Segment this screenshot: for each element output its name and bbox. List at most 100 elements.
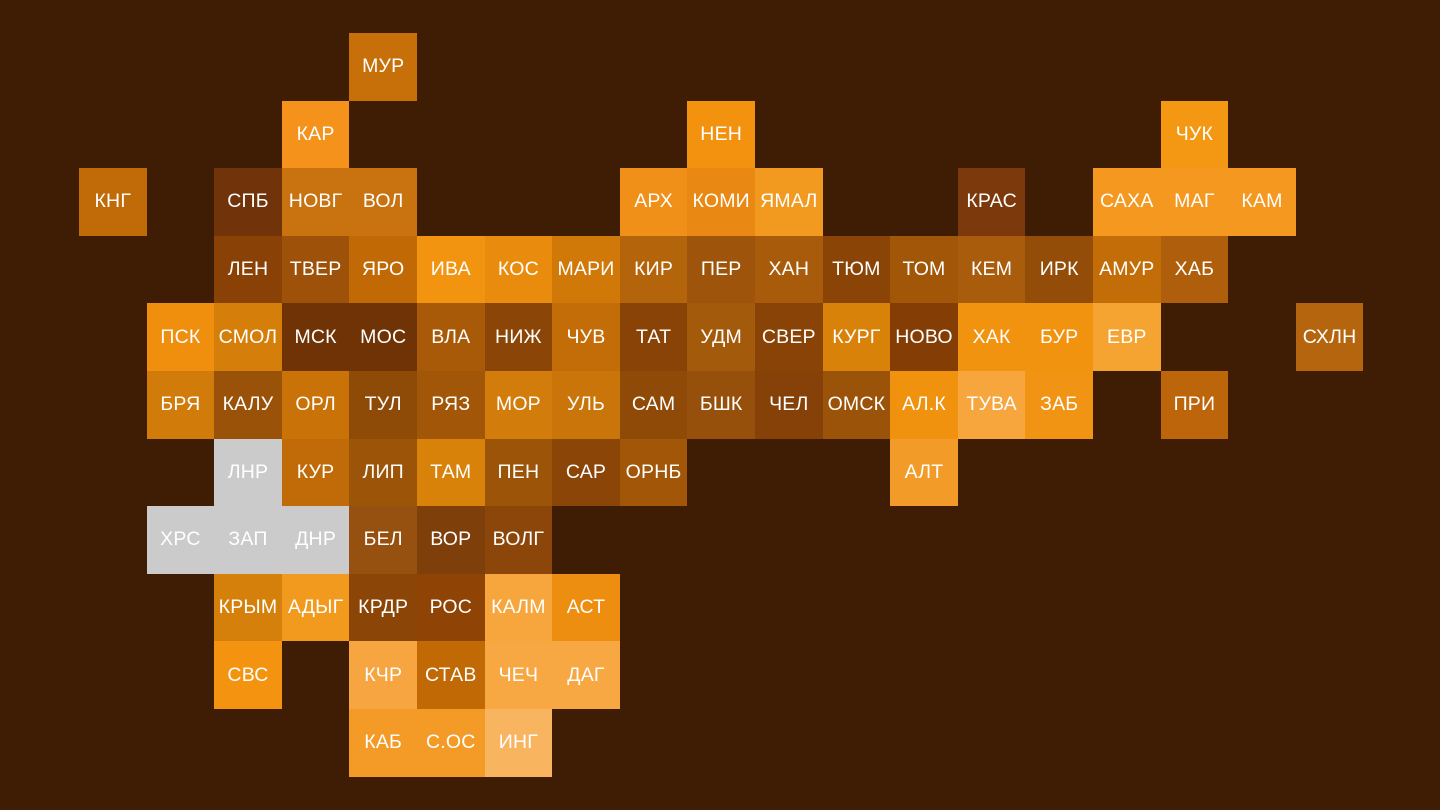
region-tile[interactable]: КЧР bbox=[349, 641, 417, 709]
region-tile[interactable]: БЕЛ bbox=[349, 506, 417, 574]
region-tile[interactable]: ВОЛ bbox=[349, 168, 417, 236]
region-tile[interactable]: ДНР bbox=[281, 506, 350, 574]
region-tile[interactable]: КУР bbox=[281, 438, 350, 507]
region-tile[interactable]: ВОР bbox=[417, 506, 485, 574]
region-tile[interactable]: КОМИ bbox=[687, 168, 755, 236]
region-label: НОВО bbox=[895, 325, 953, 348]
region-tile[interactable]: ХАН bbox=[755, 235, 823, 304]
region-tile[interactable]: ХРС bbox=[146, 506, 215, 574]
region-tile[interactable]: ТВЕР bbox=[281, 235, 350, 304]
region-tile[interactable]: СТАВ bbox=[417, 641, 485, 709]
region-tile[interactable]: КАЛМ bbox=[484, 573, 553, 642]
region-tile[interactable]: СПБ bbox=[214, 168, 282, 236]
region-tile[interactable]: АМУР bbox=[1093, 235, 1161, 304]
region-tile[interactable]: БУР bbox=[1025, 303, 1093, 371]
region-tile[interactable]: РОС bbox=[417, 573, 485, 642]
region-tile[interactable]: МОР bbox=[484, 371, 553, 439]
region-tile[interactable]: ЧЕЛ bbox=[755, 371, 823, 439]
region-tile[interactable]: ЯМАЛ bbox=[755, 168, 823, 236]
region-tile[interactable]: ИРК bbox=[1025, 235, 1093, 304]
region-tile[interactable]: ЗАБ bbox=[1025, 371, 1093, 439]
region-tile[interactable]: ОРЛ bbox=[281, 371, 350, 439]
region-label: КАР bbox=[296, 122, 335, 145]
region-tile[interactable]: АДЫГ bbox=[281, 573, 350, 642]
region-label: КАМ bbox=[1241, 190, 1283, 213]
region-tile[interactable]: КРДР bbox=[349, 573, 417, 642]
region-tile[interactable]: ТЮМ bbox=[822, 235, 891, 304]
region-tile[interactable]: ЛНР bbox=[214, 438, 282, 507]
region-label: ВЛА bbox=[431, 325, 471, 348]
region-tile[interactable]: СМОЛ bbox=[214, 303, 282, 371]
region-tile[interactable]: МАГ bbox=[1160, 168, 1229, 236]
region-label: АЛ.К bbox=[902, 393, 946, 416]
region-tile[interactable]: ЗАП bbox=[214, 506, 282, 574]
region-tile[interactable]: ЧУК bbox=[1160, 100, 1229, 169]
region-tile[interactable]: СВЕР bbox=[755, 303, 823, 371]
region-tile[interactable]: КОС bbox=[484, 235, 553, 304]
region-tile[interactable]: ТУВА bbox=[957, 371, 1026, 439]
region-tile[interactable]: АЛТ bbox=[890, 438, 958, 507]
region-tile[interactable]: ХАБ bbox=[1160, 235, 1229, 304]
region-label: МАРИ bbox=[557, 258, 615, 281]
region-tile[interactable]: ДАГ bbox=[552, 641, 620, 709]
region-tile[interactable]: СВС bbox=[214, 641, 282, 709]
region-label: КИР bbox=[634, 258, 674, 281]
region-tile[interactable]: УДМ bbox=[687, 303, 755, 371]
region-tile[interactable]: МОС bbox=[349, 303, 417, 371]
region-tile[interactable]: ЧЕЧ bbox=[484, 641, 553, 709]
region-tile[interactable]: БРЯ bbox=[146, 371, 215, 439]
region-tile[interactable]: БШК bbox=[687, 371, 755, 439]
region-tile[interactable]: АЛ.К bbox=[890, 371, 958, 439]
region-tile[interactable]: КРАС bbox=[957, 168, 1026, 236]
region-tile[interactable]: КАЛУ bbox=[214, 371, 282, 439]
region-tile[interactable]: МУР bbox=[349, 33, 417, 101]
region-tile[interactable]: ЛИП bbox=[349, 438, 417, 507]
region-tile[interactable]: МАРИ bbox=[552, 235, 620, 304]
region-tile[interactable]: ПЕН bbox=[484, 438, 553, 507]
region-tile[interactable]: НЕН bbox=[687, 100, 755, 169]
region-tile[interactable]: СХЛН bbox=[1295, 303, 1364, 371]
region-tile[interactable]: ЯРО bbox=[349, 235, 417, 304]
region-tile[interactable]: РЯЗ bbox=[417, 371, 485, 439]
region-tile[interactable]: ВЛА bbox=[417, 303, 485, 371]
region-tile[interactable]: НОВО bbox=[890, 303, 958, 371]
region-tile[interactable]: ХАК bbox=[957, 303, 1026, 371]
region-label: ЧЕЧ bbox=[498, 663, 539, 686]
region-tile[interactable]: ТАМ bbox=[417, 438, 485, 507]
region-tile[interactable]: МСК bbox=[281, 303, 350, 371]
region-tile[interactable]: ИНГ bbox=[484, 709, 553, 777]
region-tile[interactable]: С.ОС bbox=[417, 709, 485, 777]
region-tile[interactable]: НИЖ bbox=[484, 303, 553, 371]
region-tile[interactable]: САМ bbox=[619, 371, 688, 439]
region-tile[interactable]: КУРГ bbox=[822, 303, 891, 371]
region-tile[interactable]: ТУЛ bbox=[349, 371, 417, 439]
region-tile[interactable]: САР bbox=[552, 438, 620, 507]
region-tile[interactable]: ОМСК bbox=[822, 371, 891, 439]
region-label: ОРЛ bbox=[295, 393, 336, 416]
region-tile[interactable]: КИР bbox=[619, 235, 688, 304]
region-tile[interactable]: ЛЕН bbox=[214, 235, 282, 304]
region-tile[interactable]: КАР bbox=[281, 100, 350, 169]
region-tile[interactable]: КРЫМ bbox=[214, 573, 282, 642]
region-tile[interactable]: ТАТ bbox=[619, 303, 688, 371]
region-tile[interactable]: ЕВР bbox=[1093, 303, 1161, 371]
region-tile[interactable]: ОРНБ bbox=[619, 438, 688, 507]
region-tile[interactable]: ЧУВ bbox=[552, 303, 620, 371]
region-tile[interactable]: УЛЬ bbox=[552, 371, 620, 439]
region-tile[interactable]: КАБ bbox=[349, 709, 417, 777]
region-tile[interactable]: КАМ bbox=[1228, 168, 1296, 236]
region-tile[interactable]: ПЕР bbox=[687, 235, 755, 304]
region-tile[interactable]: ПРИ bbox=[1160, 371, 1229, 439]
region-tile[interactable]: ТОМ bbox=[890, 235, 958, 304]
region-tile[interactable]: АСТ bbox=[552, 573, 620, 642]
region-label: ОРНБ bbox=[625, 460, 682, 483]
region-tile[interactable]: САХА bbox=[1093, 168, 1161, 236]
region-tile[interactable]: ВОЛГ bbox=[484, 506, 553, 574]
region-label: КОС bbox=[497, 258, 539, 281]
region-tile[interactable]: ИВА bbox=[417, 235, 485, 304]
region-tile[interactable]: КНГ bbox=[79, 168, 147, 236]
region-tile[interactable]: НОВГ bbox=[281, 168, 350, 236]
region-tile[interactable]: АРХ bbox=[619, 168, 688, 236]
region-tile[interactable]: КЕМ bbox=[957, 235, 1026, 304]
region-tile[interactable]: ПСК bbox=[146, 303, 215, 371]
